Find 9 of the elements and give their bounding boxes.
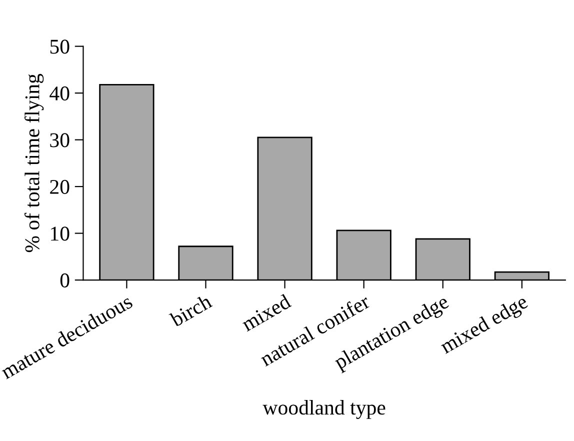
y-tick-label: 50 [50,40,70,54]
y-tick-label: 30 [50,133,70,148]
x-tick-label: birch [168,293,213,328]
y-tick-label: 10 [51,226,70,241]
y-axis-title: % of total time flying [24,74,44,252]
y-tick-label: 0 [60,273,70,288]
x-axis-title: woodland type [262,400,386,419]
y-tick-label: 20 [50,180,70,194]
y-tick-label: 40 [50,86,70,100]
